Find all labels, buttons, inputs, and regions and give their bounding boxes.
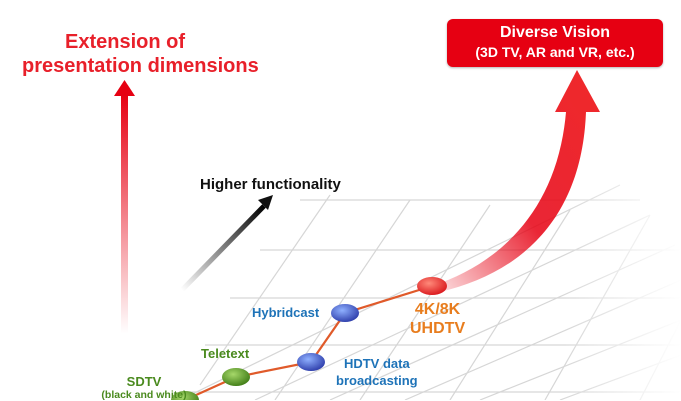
vertical-axis-line1: Extension of: [64, 31, 185, 53]
sdtv-line2: (black and white): [101, 389, 187, 401]
sdtv-node: [171, 391, 199, 400]
hybridcast-label: Hybridcast: [252, 305, 320, 320]
uhdtv-line2: UHDTV: [410, 320, 466, 337]
hdtv-data-node: [297, 353, 325, 371]
hdtv-data-label: HDTV data broadcasting: [336, 355, 418, 389]
goal-title: Diverse Vision: [500, 24, 610, 41]
diagonal-axis-arrow: [180, 195, 273, 292]
sdtv-line1: SDTV: [126, 374, 162, 389]
uhdtv-node: [417, 277, 447, 295]
goal-badge: Diverse Vision (3D TV, AR and VR, etc.): [447, 19, 663, 67]
uhdtv-label: 4K/8K UHDTV: [410, 300, 465, 338]
hdtv-data-line1: HDTV data: [343, 356, 410, 371]
growth-arrow: [432, 70, 600, 292]
sdtv-label: SDTV (black and white): [94, 374, 194, 401]
teletext-node: [222, 368, 250, 386]
diagonal-axis-label: Higher functionality: [200, 176, 341, 193]
hdtv-data-line2: broadcasting: [336, 373, 418, 388]
vertical-axis-line2: presentation dimensions: [22, 55, 259, 77]
uhdtv-line1: 4K/8K: [414, 301, 461, 318]
hybridcast-node: [331, 304, 359, 322]
goal-subtitle: (3D TV, AR and VR, etc.): [475, 44, 635, 60]
vertical-axis-arrow: [114, 80, 135, 334]
teletext-label: Teletext: [201, 346, 250, 361]
vertical-axis-label: Extension of presentation dimensions: [22, 30, 259, 78]
